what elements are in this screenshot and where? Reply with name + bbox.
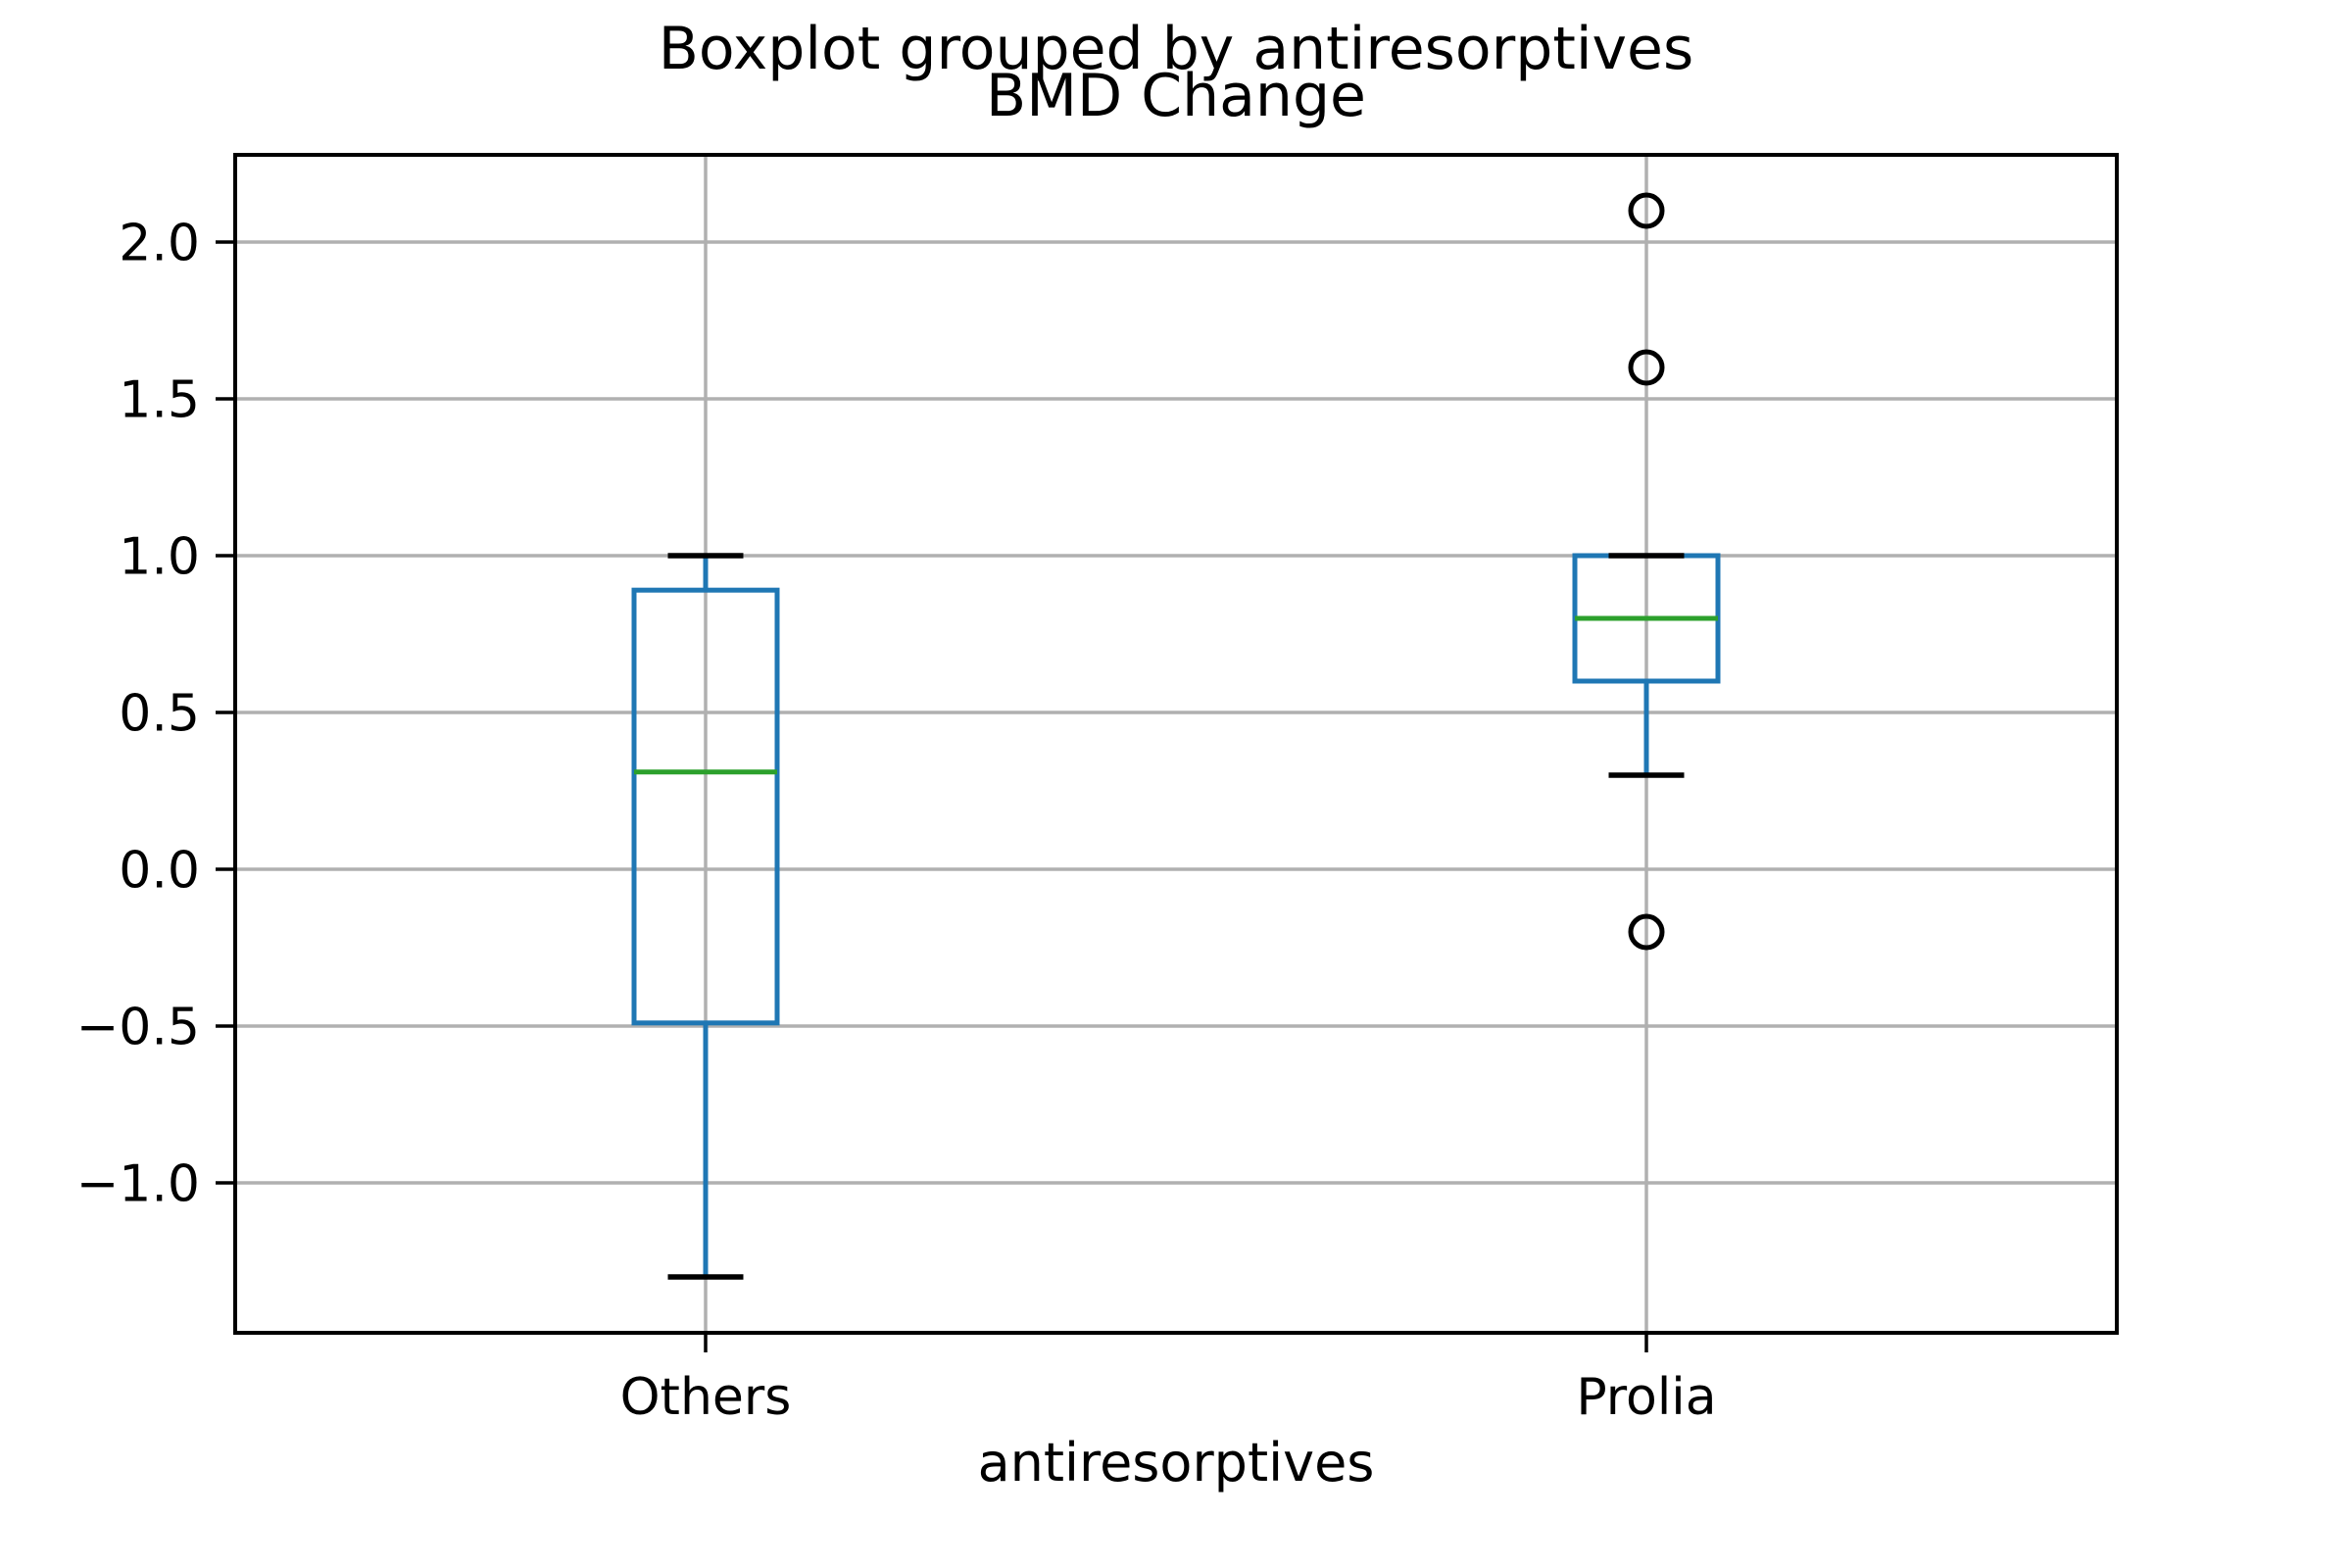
y-tick-label: 0.0 xyxy=(119,842,200,901)
y-tick-label: 2.0 xyxy=(119,215,200,273)
box-others xyxy=(631,587,780,1026)
outlier-marker xyxy=(1628,913,1665,951)
axes-title: BMD Change xyxy=(986,62,1366,130)
y-tick-label: 1.0 xyxy=(119,528,200,587)
plot-border xyxy=(233,153,2119,1335)
figure-suptitle: Boxplot grouped by antiresorptives xyxy=(658,15,1694,83)
outlier-marker xyxy=(1628,192,1665,229)
y-tick-label: −0.5 xyxy=(76,999,200,1057)
y-tick-label: −1.0 xyxy=(76,1155,200,1214)
outlier-marker xyxy=(1628,349,1665,386)
x-tick-label: Others xyxy=(620,1368,792,1427)
y-tick-label: 1.5 xyxy=(119,371,200,430)
x-axis-label: antiresorptives xyxy=(977,1432,1375,1494)
x-tick-label: Prolia xyxy=(1576,1368,1716,1427)
y-tick-label: 0.5 xyxy=(119,685,200,744)
